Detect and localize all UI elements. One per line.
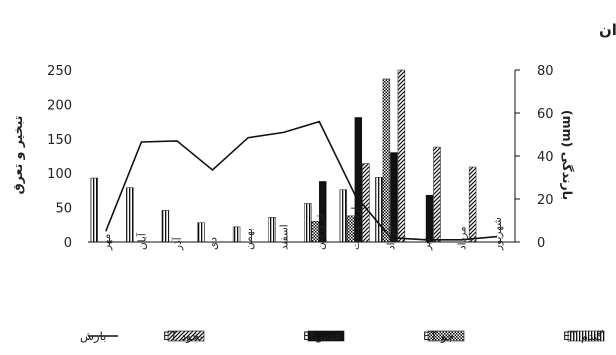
x-tick-label: فروردین bbox=[314, 213, 326, 250]
legend-label: جو ET bbox=[423, 329, 454, 344]
bar-vertical-lines-1 bbox=[126, 187, 134, 243]
right-tick-label: 20 bbox=[537, 193, 554, 208]
legend: گندم ET جو ET عدسEt نخود ET بارش bbox=[80, 329, 605, 344]
x-tick-label: مهر bbox=[101, 234, 113, 251]
bar-vertical-lines-2 bbox=[161, 210, 170, 243]
bar-dots-8 bbox=[382, 78, 391, 243]
right-tick-label: 60 bbox=[537, 107, 554, 122]
bar-diagonal-10 bbox=[468, 166, 477, 243]
left-tick-label: 150 bbox=[47, 133, 72, 148]
x-tick-label: تیر bbox=[421, 238, 433, 251]
x-tick-label: مرداد bbox=[457, 226, 469, 250]
x-tick-labels: مهر آبان آذر دی بهمن اسفند فروردین اردیبهشت خردا… bbox=[101, 207, 504, 251]
x-tick-label: اردیبهشت bbox=[350, 207, 362, 250]
rainfall-line bbox=[105, 120, 498, 241]
legend-label: نخود ET bbox=[163, 329, 203, 344]
bar-vertical-lines-5 bbox=[268, 216, 276, 243]
legend-swatch-dots bbox=[427, 330, 465, 342]
bars-group bbox=[90, 69, 477, 243]
left-tick-label: 100 bbox=[47, 167, 72, 182]
bar-diagonal-9 bbox=[433, 146, 441, 243]
left-axis-label: تبخیر و تعرق bbox=[10, 116, 25, 195]
x-tick-label: خرداد bbox=[386, 225, 398, 250]
bar-vertical-lines-7 bbox=[339, 189, 348, 243]
legend-label: عدسEt bbox=[303, 329, 342, 344]
x-tick-label: دی bbox=[208, 237, 220, 250]
right-tick-label: 0 bbox=[537, 236, 545, 251]
bar-diagonal-8 bbox=[397, 69, 406, 243]
x-tick-label: بهمن bbox=[243, 228, 255, 250]
bar-vertical-lines-0 bbox=[90, 177, 98, 243]
bar-vertical-lines-3 bbox=[197, 222, 205, 243]
legend-label: بارش bbox=[80, 329, 106, 344]
x-tick-label: اسفند bbox=[279, 224, 291, 250]
legend-swatch-diagonal bbox=[167, 330, 205, 342]
legend-swatch-vertical-lines bbox=[567, 330, 605, 342]
left-tick-label: 0 bbox=[64, 236, 72, 251]
bar-vertical-lines-4 bbox=[232, 226, 241, 243]
bar-diagonal-7 bbox=[362, 163, 370, 243]
right-axis-label: بارندگی (mm) bbox=[560, 110, 575, 200]
right-y-axis: 0 20 40 60 80 bbox=[514, 64, 554, 251]
left-tick-label: 50 bbox=[55, 202, 72, 217]
chart-title: شهرستان داران bbox=[599, 21, 616, 39]
legend-swatch-solid bbox=[307, 330, 345, 342]
x-tick-label: آبان bbox=[135, 232, 148, 250]
x-tick-label: آذر bbox=[171, 236, 184, 251]
bar-vertical-lines-6 bbox=[304, 203, 312, 243]
left-tick-label: 200 bbox=[47, 98, 72, 113]
rainfall-line-group bbox=[105, 120, 498, 241]
left-y-axis: 0 50 100 150 200 250 bbox=[47, 64, 72, 251]
right-tick-label: 40 bbox=[537, 150, 554, 165]
left-tick-label: 250 bbox=[47, 64, 72, 79]
bar-vertical-lines-8 bbox=[375, 177, 383, 243]
x-tick-label: شهریور bbox=[492, 217, 504, 251]
bar-solid-9 bbox=[425, 194, 434, 243]
right-tick-label: 80 bbox=[537, 64, 554, 79]
legend-label: گندم ET bbox=[563, 329, 604, 343]
